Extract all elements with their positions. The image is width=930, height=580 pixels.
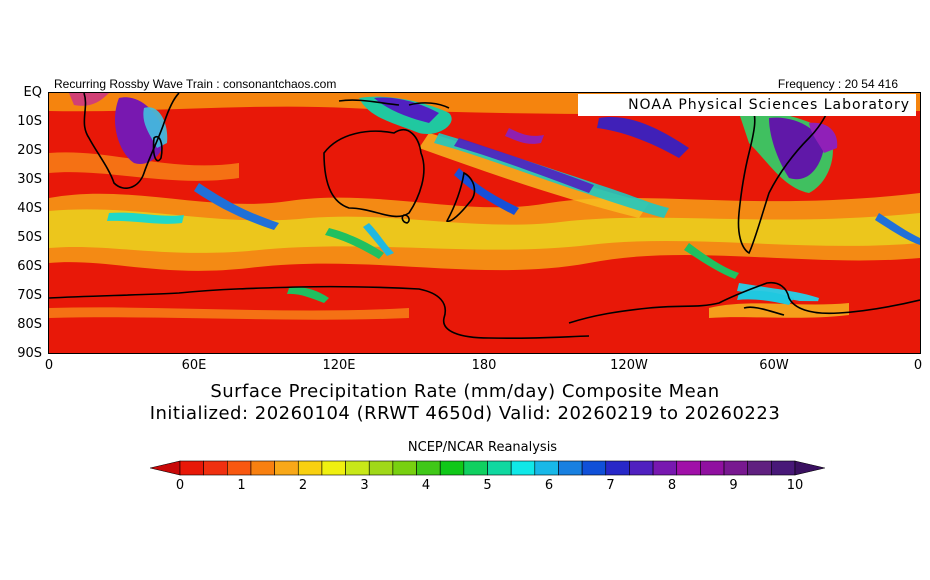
colorbar-swatch [297,460,323,476]
colorbar-tick-label: 9 [729,478,738,493]
colorbar-swatch [416,460,441,476]
header-left-text: Recurring Rossby Wave Train : consonantc… [54,77,337,91]
colorbar-swatch [179,460,204,476]
colorbar-tick-label: 2 [298,478,308,493]
colorbar-swatch [723,460,748,476]
colorbar-under-arrow [150,460,181,476]
chart-subtitle: Initialized: 20260104 (RRWT 4650d) Valid… [149,403,781,424]
colorbar-tick-label: 3 [360,478,369,493]
colorbar-swatch [392,460,417,476]
lat-label-20s: 20S [17,143,42,158]
colorbar-swatch [250,460,275,476]
colorbar-swatch [652,460,678,476]
colorbar-tick-label: 10 [786,478,804,493]
polar-band [49,287,920,353]
colorbar-tick-label: 6 [544,478,554,493]
colorbar-swatch [203,460,228,476]
colorbar-tick-label: 4 [421,478,431,493]
colorbar-tick-label: 5 [483,478,492,493]
noaa-credit-box: NOAA Physical Sciences Laboratory [578,94,916,116]
colorbar-swatch [605,460,630,476]
lat-label-90s: 90S [17,346,42,361]
noaa-credit-text: NOAA Physical Sciences Laboratory [628,97,910,113]
lon-label-120w: 120W [610,358,648,373]
colorbar-swatch [747,460,772,476]
lat-label-30s: 30S [17,172,42,187]
colorbar-swatch [463,460,488,476]
colorbar-swatch [676,460,701,476]
colorbar-swatch [274,460,299,476]
lat-label-10s: 10S [17,114,42,129]
colorbar-swatch [581,460,607,476]
colorbar-swatch [534,460,559,476]
colorbar-tick-label: 8 [667,478,677,493]
precipitation-field [49,93,920,353]
lon-label-0-east: 0 [913,358,923,373]
lon-label-60w: 60W [759,358,789,373]
colorbar-tick-label: 7 [606,478,615,493]
colorbar-swatch [510,460,536,476]
colorbar-swatch [439,460,465,476]
colorbar-swatch [771,460,796,476]
lat-label-60s: 60S [17,259,42,274]
lon-label-120e: 120E [322,358,356,373]
convective-cores [69,93,838,193]
header-frequency-text: Frequency : 20 54 416 [777,77,898,91]
colorbar-swatch [700,460,725,476]
lat-label-70s: 70S [17,288,42,303]
precipitation-map [48,92,921,354]
colorbar-tick-label: 0 [175,478,185,493]
precipitation-colorbar [150,460,825,476]
data-source-label: NCEP/NCAR Reanalysis [407,440,558,455]
lat-label-40s: 40S [17,201,42,216]
colorbar-tick-label: 1 [237,478,246,493]
lat-label-80s: 80S [17,317,42,332]
lat-label-50s: 50S [17,230,42,245]
lat-label-eq: EQ [23,85,42,100]
colorbar-swatch [345,460,370,476]
lon-label-0: 0 [44,358,54,373]
coastlines [49,93,920,340]
lon-label-180: 180 [471,358,497,373]
colorbar-swatch [368,460,394,476]
chart-title: Surface Precipitation Rate (mm/day) Comp… [210,381,720,402]
lon-label-60e: 60E [181,358,207,373]
colorbar-swatch [629,460,654,476]
colorbar-swatch [558,460,583,476]
colorbar-swatch [227,460,252,476]
colorbar-swatch [321,460,346,476]
colorbar-over-arrow [794,460,825,476]
colorbar-swatch [487,460,512,476]
